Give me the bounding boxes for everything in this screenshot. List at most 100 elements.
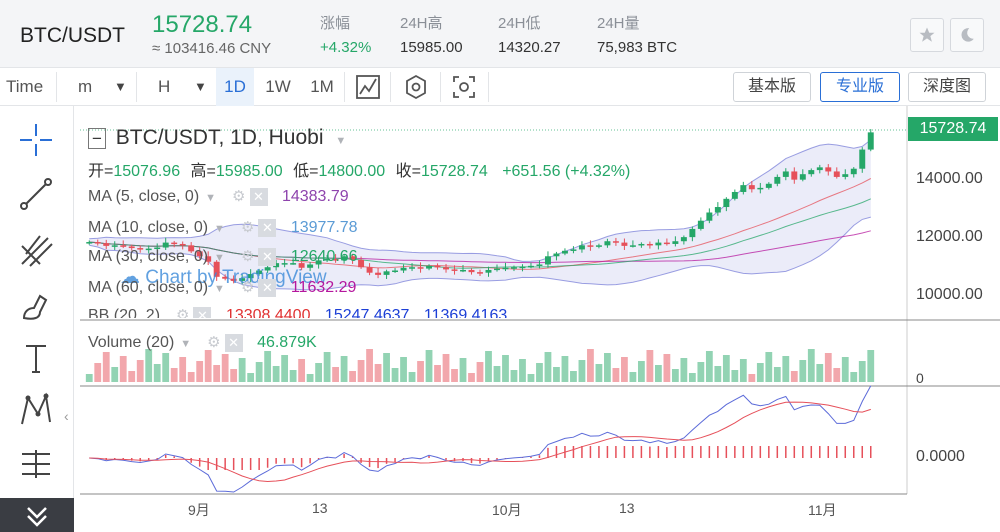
- indicator-ma30[interactable]: MA (30, close, 0) ▼ ⚙ ✕ 12640.66: [88, 247, 358, 266]
- macd-histogram-bar: [309, 458, 311, 464]
- candle-body: [434, 265, 441, 268]
- indicator-bb[interactable]: BB (20, 2) ⚙ ✕ 13308.4400 15247.4637 11369…: [88, 306, 507, 318]
- measure-tool[interactable]: [14, 442, 58, 486]
- view-pro-button[interactable]: 专业版: [820, 72, 900, 102]
- candle-body: [179, 243, 186, 246]
- ma30-line: [89, 198, 871, 269]
- fork-tool[interactable]: [14, 228, 58, 272]
- collapse-legend-icon[interactable]: −: [88, 128, 106, 149]
- volume-bar: [247, 373, 255, 382]
- price-chart[interactable]: ☁ Chart by TradingView − BTC/USDT, 1D, H…: [80, 106, 1000, 532]
- macd-histogram-bar: [530, 456, 532, 458]
- indicators-button[interactable]: [354, 73, 382, 101]
- hour-select[interactable]: H ▼: [136, 68, 216, 106]
- gear-icon[interactable]: ⚙: [240, 279, 255, 296]
- volume-bar: [153, 364, 161, 382]
- watermark-text: Chart by TradingView: [145, 267, 327, 288]
- volume-bar: [349, 371, 356, 382]
- macd-histogram-bar: [351, 456, 354, 458]
- stat-label: 24H低: [498, 15, 541, 32]
- pattern-tool[interactable]: [14, 388, 58, 432]
- gear-icon[interactable]: ⚙: [240, 248, 255, 265]
- volume-bar: [323, 352, 331, 382]
- macd-histogram-bar: [156, 458, 158, 460]
- macd-histogram-bar: [666, 447, 668, 458]
- collapse-tools-button[interactable]: [0, 498, 74, 532]
- indicator-value: 14383.79: [281, 188, 349, 205]
- macd-histogram-bar: [445, 458, 447, 460]
- view-depth-button[interactable]: 深度图: [908, 72, 986, 102]
- gear-icon[interactable]: ⚙: [176, 307, 190, 318]
- candle-body: [128, 246, 135, 249]
- brush-tool[interactable]: [14, 284, 58, 328]
- interval-1d[interactable]: 1D: [216, 68, 254, 106]
- chevron-down-icon[interactable]: ▼: [335, 135, 347, 147]
- volume-bar: [510, 370, 518, 382]
- favorite-button[interactable]: [910, 18, 944, 52]
- chart-canvas[interactable]: [80, 106, 1000, 532]
- candle-body: [697, 220, 704, 229]
- candle-body: [205, 256, 212, 262]
- candle-body: [332, 259, 339, 261]
- macd-histogram-bar: [802, 446, 804, 458]
- indicator-ma60[interactable]: MA (60, close, 0) ▼ ⚙ ✕ 11632.29: [88, 278, 356, 297]
- screenshot-button[interactable]: [450, 73, 478, 101]
- theme-toggle-button[interactable]: [950, 18, 984, 52]
- close-icon[interactable]: ✕: [258, 218, 277, 237]
- volume-bar: [111, 367, 119, 382]
- text-tool[interactable]: [14, 336, 58, 380]
- interval-1m[interactable]: 1M: [310, 77, 334, 96]
- macd-histogram-bar: [742, 446, 745, 458]
- minute-select[interactable]: m ▼: [56, 68, 136, 106]
- gear-icon[interactable]: ⚙: [240, 219, 255, 236]
- candle-body: [544, 256, 551, 265]
- close-icon[interactable]: ✕: [258, 247, 277, 266]
- collapse-icon: [27, 507, 47, 527]
- macd-histogram-bar: [173, 456, 175, 458]
- macd-histogram-bar: [734, 446, 736, 458]
- interval-minute: m: [78, 77, 93, 96]
- volume-bar: [807, 349, 815, 382]
- gear-icon[interactable]: ⚙: [207, 334, 221, 351]
- gear-icon[interactable]: ⚙: [232, 188, 246, 205]
- view-basic-button[interactable]: 基本版: [733, 72, 811, 102]
- candle-body: [850, 168, 857, 175]
- candle-body: [460, 269, 466, 272]
- close-icon[interactable]: ✕: [258, 278, 277, 297]
- crosshair-tool[interactable]: [14, 118, 58, 162]
- x-tick-label: 9月: [188, 502, 210, 518]
- macd-histogram-bar: [640, 446, 643, 458]
- macd-histogram-bar: [589, 446, 592, 458]
- volume-bar: [722, 355, 730, 382]
- candle-body: [171, 242, 178, 245]
- stat-value: +4.32%: [320, 39, 372, 56]
- candle-body: [103, 243, 110, 246]
- close-icon[interactable]: ✕: [249, 187, 268, 206]
- volume-bar: [816, 364, 824, 382]
- indicator-label: Volume (20): [88, 334, 175, 351]
- trendline-tool[interactable]: [14, 172, 58, 216]
- interval-1w[interactable]: 1W: [265, 77, 291, 96]
- candle-body: [638, 243, 645, 246]
- macd-histogram-bar: [768, 446, 770, 458]
- volume-bar: [442, 354, 450, 382]
- volume-bar: [408, 372, 416, 382]
- candle-body: [213, 261, 220, 277]
- candle-body: [383, 271, 390, 275]
- volume-bar: [714, 366, 722, 382]
- star-icon: [919, 27, 935, 42]
- time-label: Time: [6, 77, 44, 96]
- crosshair-icon: [20, 124, 52, 156]
- settings-button[interactable]: [402, 73, 430, 101]
- close-icon[interactable]: ✕: [224, 333, 243, 352]
- volume-bar: [697, 362, 705, 382]
- x-tick-label: 13: [312, 500, 328, 516]
- x-tick-label: 11月: [808, 502, 837, 518]
- close-icon[interactable]: ✕: [193, 306, 212, 318]
- indicator-ma10[interactable]: MA (10, close, 0) ▼ ⚙ ✕ 13977.78: [88, 218, 358, 237]
- candle-body: [578, 245, 585, 250]
- chevron-left-icon[interactable]: ‹: [64, 408, 69, 424]
- indicator-ma5[interactable]: MA (5, close, 0) ▼ ⚙ ✕ 14383.79: [88, 187, 349, 206]
- candle-body: [561, 250, 568, 254]
- volume-legend[interactable]: Volume (20) ▼ ⚙ ✕ 46.879K: [88, 333, 317, 352]
